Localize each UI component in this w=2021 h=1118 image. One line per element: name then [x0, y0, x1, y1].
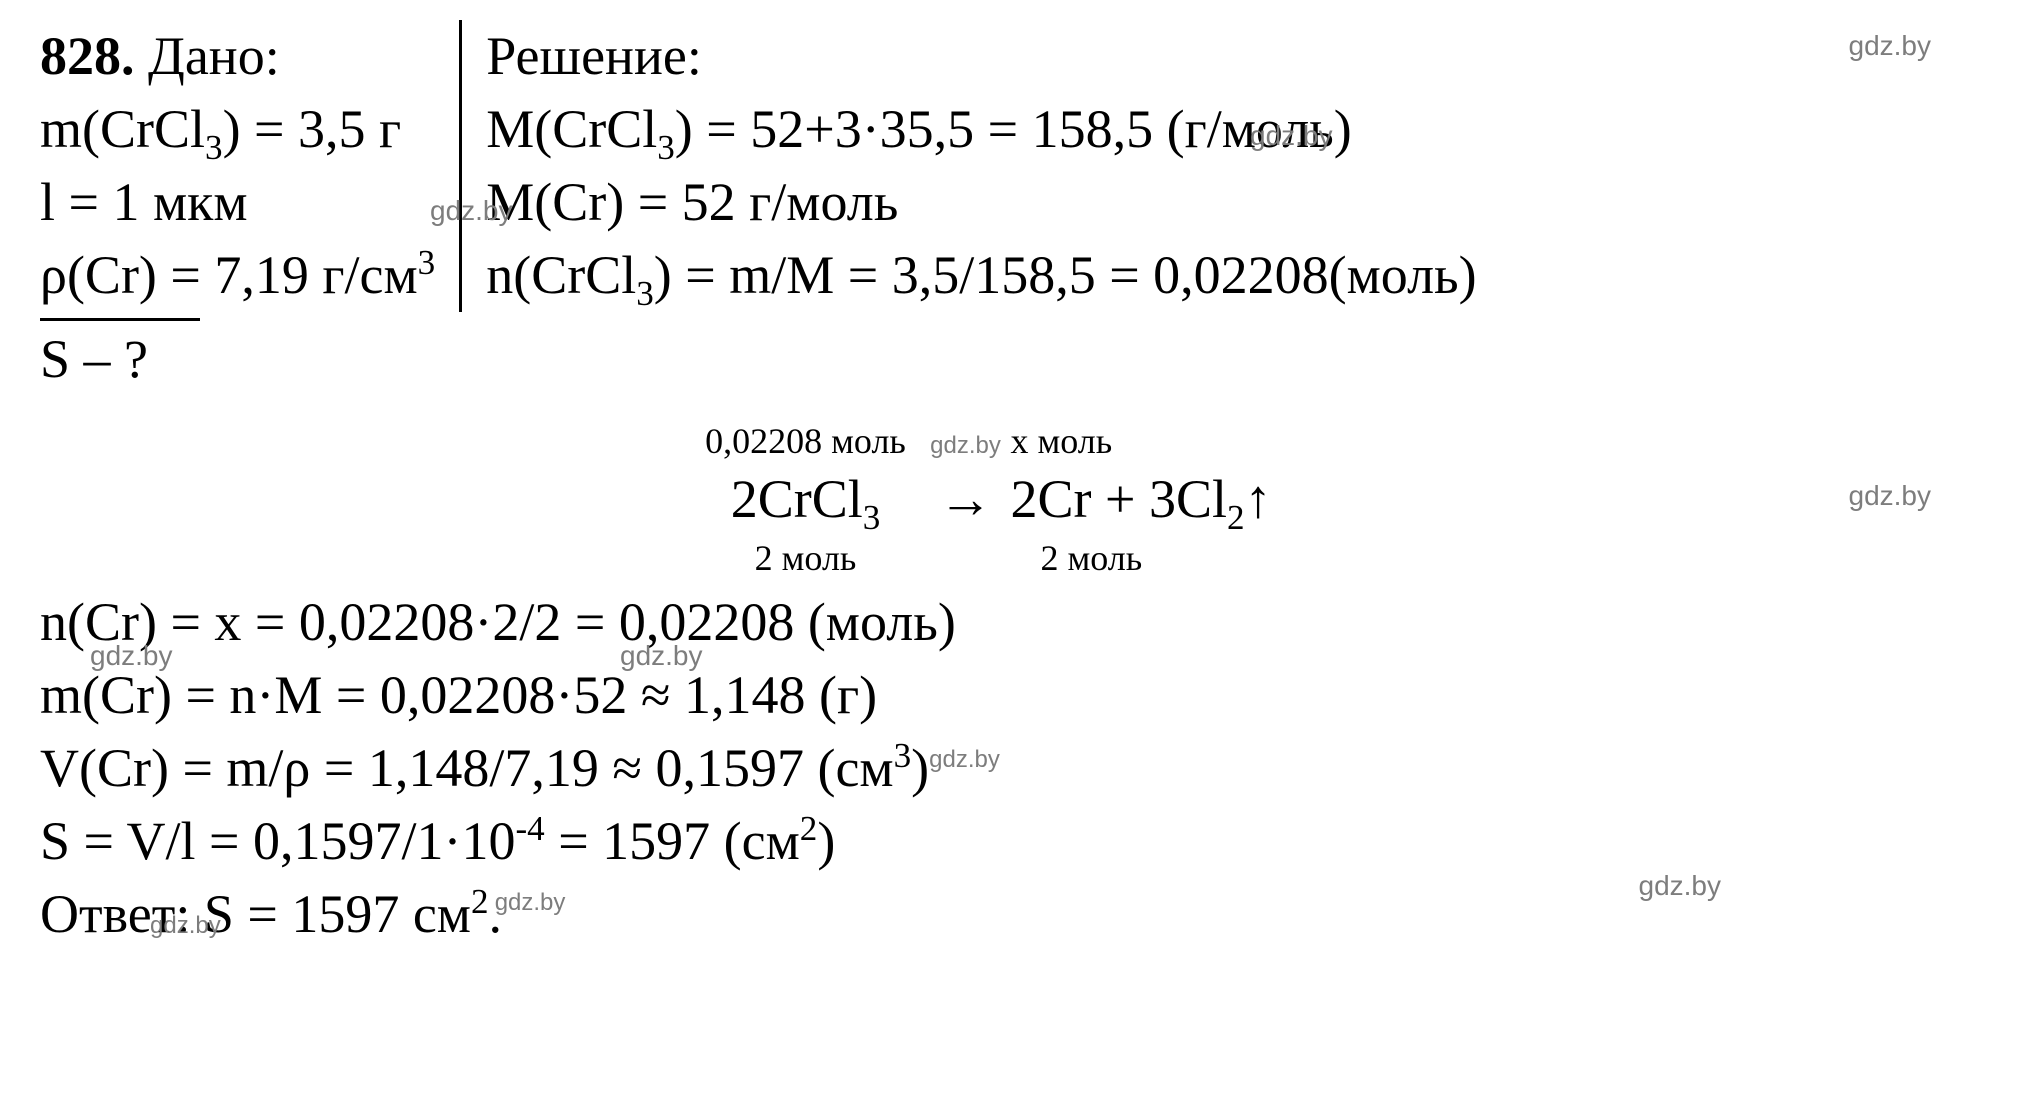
page: gdz.by gdz.by gdz.by gdz.by gdz.by gdz.b…	[0, 0, 2021, 1118]
text: = 1597 (см	[545, 811, 800, 871]
watermark: gdz.by	[495, 887, 566, 919]
equation-arrow: →	[921, 463, 1011, 536]
watermark: gdz.by	[929, 746, 1000, 773]
text: ) = 52+3·35,5 = 158,5 (г/моль)	[675, 99, 1352, 159]
anno-bot-right: 2 моль	[1011, 540, 1331, 576]
unknown-line: S – ?	[40, 323, 435, 396]
solution-label: Решение:	[486, 20, 1476, 93]
solution-column: Решение: M(CrCl3) = 52+3·35,5 = 158,5 (г…	[459, 20, 1476, 312]
subscript: 2	[1227, 498, 1245, 537]
given-column: 828. Дано: m(CrCl3) = 3,5 г l = 1 мкм ρ(…	[40, 20, 459, 395]
solution-line-3: n(CrCl3) = m/M = 3,5/158,5 = 0,02208(мол…	[486, 239, 1476, 312]
text: V(Cr) = m/ρ = 1,148/7,19 ≈ 0,1597 (см	[40, 738, 894, 798]
equation-term-1: 2CrCl3	[691, 463, 921, 536]
calc-line-1: n(Cr) = x = 0,02208·2/2 = 0,02208 (моль)	[40, 586, 1981, 659]
solution-line-1: M(CrCl3) = 52+3·35,5 = 158,5 (г/моль)	[486, 93, 1476, 166]
text: ) = 3,5 г	[223, 99, 402, 159]
superscript: 3	[894, 736, 912, 775]
given-label: Дано:	[148, 26, 280, 86]
watermark: gdz.by	[150, 910, 221, 942]
superscript: 3	[418, 243, 436, 282]
calc-line-3: V(Cr) = m/ρ = 1,148/7,19 ≈ 0,1597 (см3)g…	[40, 732, 1981, 805]
equation-annotation-top: 0,02208 моль gdz.by x моль	[691, 423, 1331, 459]
answer-line: gdz.by Ответ: S = 1597 см2.	[40, 878, 1981, 951]
anno-bot-left: 2 моль	[691, 540, 921, 576]
text: S = V/l = 0,1597/1·10	[40, 811, 515, 871]
problem-number: 828.	[40, 26, 135, 86]
solution-line-2: M(Cr) = 52 г/моль	[486, 166, 1476, 239]
given-header-line: 828. Дано:	[40, 20, 435, 93]
subscript: 3	[636, 273, 654, 312]
calc-line-2: m(Cr) = n·M = 0,02208·52 ≈ 1,148 (г)	[40, 659, 1981, 732]
subscript: 3	[863, 498, 881, 537]
text: )	[817, 811, 835, 871]
superscript: -4	[515, 809, 544, 848]
given-divider	[40, 318, 200, 321]
anno-top-left: 0,02208 моль	[691, 423, 921, 459]
text: Ответ: S = 1597 см	[40, 884, 471, 944]
superscript: 2	[471, 882, 489, 921]
given-line-3: ρ(Cr) = 7,19 г/см3	[40, 239, 435, 312]
text: ↑	[1245, 469, 1272, 529]
calc-line-4: S = V/l = 0,1597/1·10-4gdz.by = 1597 (см…	[40, 805, 1981, 878]
subscript: 3	[657, 128, 675, 167]
superscript: 2	[800, 809, 818, 848]
text: ) = m/M = 3,5/158,5 = 0,02208(моль)	[654, 245, 1477, 305]
equation-annotation-bottom: 2 моль 2 моль	[691, 540, 1331, 576]
text: )	[911, 738, 929, 798]
equation-term-2: 2Cr + 3Cl2↑	[1011, 463, 1331, 536]
text: 2CrCl	[731, 469, 863, 529]
given-solution-block: 828. Дано: m(CrCl3) = 3,5 г l = 1 мкм ρ(…	[40, 20, 1981, 395]
equation-block: 0,02208 моль gdz.by x моль 2CrCl3 → 2Cr …	[40, 423, 1981, 576]
text: ρ(Cr) = 7,19 г/см	[40, 245, 418, 305]
equation-main: 2CrCl3 → 2Cr + 3Cl2↑	[691, 463, 1331, 536]
subscript: 3	[205, 128, 223, 167]
text: m(CrCl	[40, 99, 205, 159]
text: n(CrCl	[486, 245, 636, 305]
text: M(CrCl	[486, 99, 657, 159]
given-line-2: l = 1 мкм	[40, 166, 435, 239]
anno-top-right: x моль	[1011, 423, 1331, 459]
given-line-1: m(CrCl3) = 3,5 г	[40, 93, 435, 166]
watermark: gdz.by	[921, 434, 1011, 458]
text: 2Cr + 3Cl	[1011, 469, 1227, 529]
